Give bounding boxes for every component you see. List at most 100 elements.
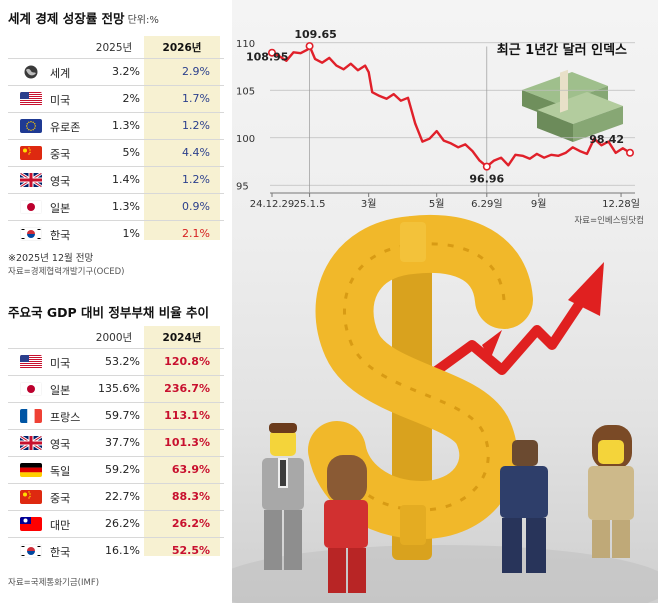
- growth-header: 2025년 2026년: [8, 36, 224, 58]
- debt-value-a: 59.7%: [105, 409, 140, 422]
- debt-value-b: 236.7%: [164, 382, 210, 395]
- y-tick-label: 95: [236, 181, 249, 192]
- debt-value-b: 26.2%: [171, 517, 210, 530]
- debt-source: 자료=국제통화기금(IMF): [8, 578, 100, 588]
- debt-country: 영국: [50, 438, 71, 451]
- flag-us-icon: [20, 355, 42, 369]
- x-tick-label: 12.28일: [602, 198, 640, 210]
- growth-row: 유로존 1.3% 1.2%: [8, 112, 224, 139]
- growth-row: 미국 2% 1.7%: [8, 85, 224, 112]
- flag-us-icon: [20, 92, 42, 106]
- y-tick-label: 110: [236, 39, 255, 50]
- debt-value-b: 101.3%: [164, 436, 210, 449]
- annotation-label: 96.96: [469, 173, 504, 186]
- debt-country: 중국: [50, 492, 71, 505]
- debt-row: 미국 53.2% 120.8%: [8, 348, 224, 375]
- x-tick-label: 6.29일: [471, 198, 502, 210]
- minifig-grey-suit: [262, 423, 304, 570]
- debt-value-b: 52.5%: [171, 544, 210, 557]
- growth-value-b: 0.9%: [182, 200, 210, 213]
- annotation-point: [625, 148, 634, 157]
- growth-row: 일본 1.3% 0.9%: [8, 193, 224, 220]
- chart-title: 최근 1년간 달러 인덱스: [497, 42, 627, 58]
- debt-col-a: 2000년: [95, 332, 133, 344]
- debt-value-a: 135.6%: [98, 382, 140, 395]
- flag-cn-icon: [20, 146, 42, 160]
- debt-row: 영국 37.7% 101.3%: [8, 429, 224, 456]
- debt-value-a: 59.2%: [105, 463, 140, 476]
- debt-row: 일본 135.6% 236.7%: [8, 375, 224, 402]
- growth-row: 한국 1% 2.1%: [8, 220, 224, 247]
- growth-row: 세계 3.2% 2.9%: [8, 58, 224, 85]
- growth-row: 중국 5% 4.4%: [8, 139, 224, 166]
- growth-country: 한국: [50, 229, 71, 242]
- y-tick-label: 100: [236, 134, 255, 145]
- growth-unit: 단위:%: [127, 15, 159, 26]
- flag-uk-icon: [20, 436, 42, 450]
- growth-note: ※2025년 12월 전망: [8, 253, 94, 264]
- money-stack-icon: [522, 69, 623, 142]
- flag-kr-icon: [20, 227, 42, 241]
- chart-source: 자료=인베스팅닷컴: [574, 215, 644, 226]
- growth-highlight-column: [144, 36, 220, 240]
- flag-tw-icon: [20, 517, 42, 531]
- growth-source: 자료=경제협력개발기구(OCED): [8, 267, 125, 277]
- debt-value-a: 16.1%: [105, 544, 140, 557]
- growth-country: 유로존: [50, 121, 81, 134]
- growth-country: 일본: [50, 202, 71, 215]
- debt-title: 주요국 GDP 대비 정부부채 비율 추이: [8, 305, 210, 320]
- growth-row: 영국 1.4% 1.2%: [8, 166, 224, 193]
- debt-row: 프랑스 59.7% 113.1%: [8, 402, 224, 429]
- growth-value-a: 2%: [122, 92, 140, 105]
- growth-value-b: 2.9%: [182, 65, 210, 78]
- annotation-point: [267, 48, 276, 57]
- annotation-label: 108.95: [246, 51, 288, 64]
- debt-country: 독일: [50, 465, 71, 478]
- growth-country: 미국: [50, 94, 71, 107]
- lego-illustration: [232, 69, 658, 603]
- debt-value-a: 53.2%: [105, 355, 140, 368]
- flag-globe-icon: [20, 65, 42, 79]
- growth-value-a: 1%: [122, 227, 140, 240]
- annotation-label: 98.42: [589, 133, 624, 146]
- growth-value-a: 3.2%: [112, 65, 140, 78]
- debt-value-b: 88.3%: [171, 490, 210, 503]
- growth-value-a: 5%: [122, 146, 140, 159]
- debt-row: 독일 59.2% 63.9%: [8, 456, 224, 483]
- minifig-red-dress: [324, 455, 368, 593]
- right-panel: 110 105 100 95 24.12.29 25.1.5 3월 5월 6.29일 9월 12.2…: [232, 0, 658, 603]
- debt-country: 한국: [50, 546, 71, 559]
- growth-col-b: 2026년: [162, 42, 202, 54]
- debt-row: 한국 16.1% 52.5%: [8, 537, 224, 564]
- x-tick-label: 24.12.29: [250, 199, 295, 210]
- growth-col-a: 2025년: [95, 42, 133, 54]
- growth-value-b: 1.2%: [182, 173, 210, 186]
- minifig-beige-suit: [588, 425, 634, 558]
- debt-country: 일본: [50, 384, 71, 397]
- x-tick-label: 5월: [429, 198, 445, 210]
- growth-value-a: 1.4%: [112, 173, 140, 186]
- debt-row: 대만 26.2% 26.2%: [8, 510, 224, 537]
- y-tick-label: 105: [236, 86, 255, 97]
- x-tick-label: 25.1.5: [294, 199, 326, 210]
- x-tick-label: 3월: [361, 198, 377, 210]
- growth-value-a: 1.3%: [112, 200, 140, 213]
- dollar-index-line: [271, 44, 631, 168]
- growth-value-b: 4.4%: [182, 146, 210, 159]
- growth-title: 세계 경제 성장률 전망 단위:%: [8, 11, 159, 26]
- debt-value-b: 113.1%: [164, 409, 210, 422]
- debt-country: 미국: [50, 357, 71, 370]
- growth-table: 2025년 2026년 세계 3.2% 2.9% 미국 2% 1.7% 유로존 …: [8, 36, 224, 247]
- flag-eu-icon: [20, 119, 42, 133]
- growth-value-b: 2.1%: [182, 227, 210, 240]
- debt-country: 프랑스: [50, 411, 81, 424]
- debt-table: 2000년 2024년 미국 53.2% 120.8% 일본 135.6% 23…: [8, 326, 224, 564]
- flag-jp-icon: [20, 382, 42, 396]
- growth-value-a: 1.3%: [112, 119, 140, 132]
- x-tick-label: 9월: [531, 198, 547, 210]
- annotation-point: [305, 42, 314, 51]
- flag-uk-icon: [20, 173, 42, 187]
- debt-value-a: 22.7%: [105, 490, 140, 503]
